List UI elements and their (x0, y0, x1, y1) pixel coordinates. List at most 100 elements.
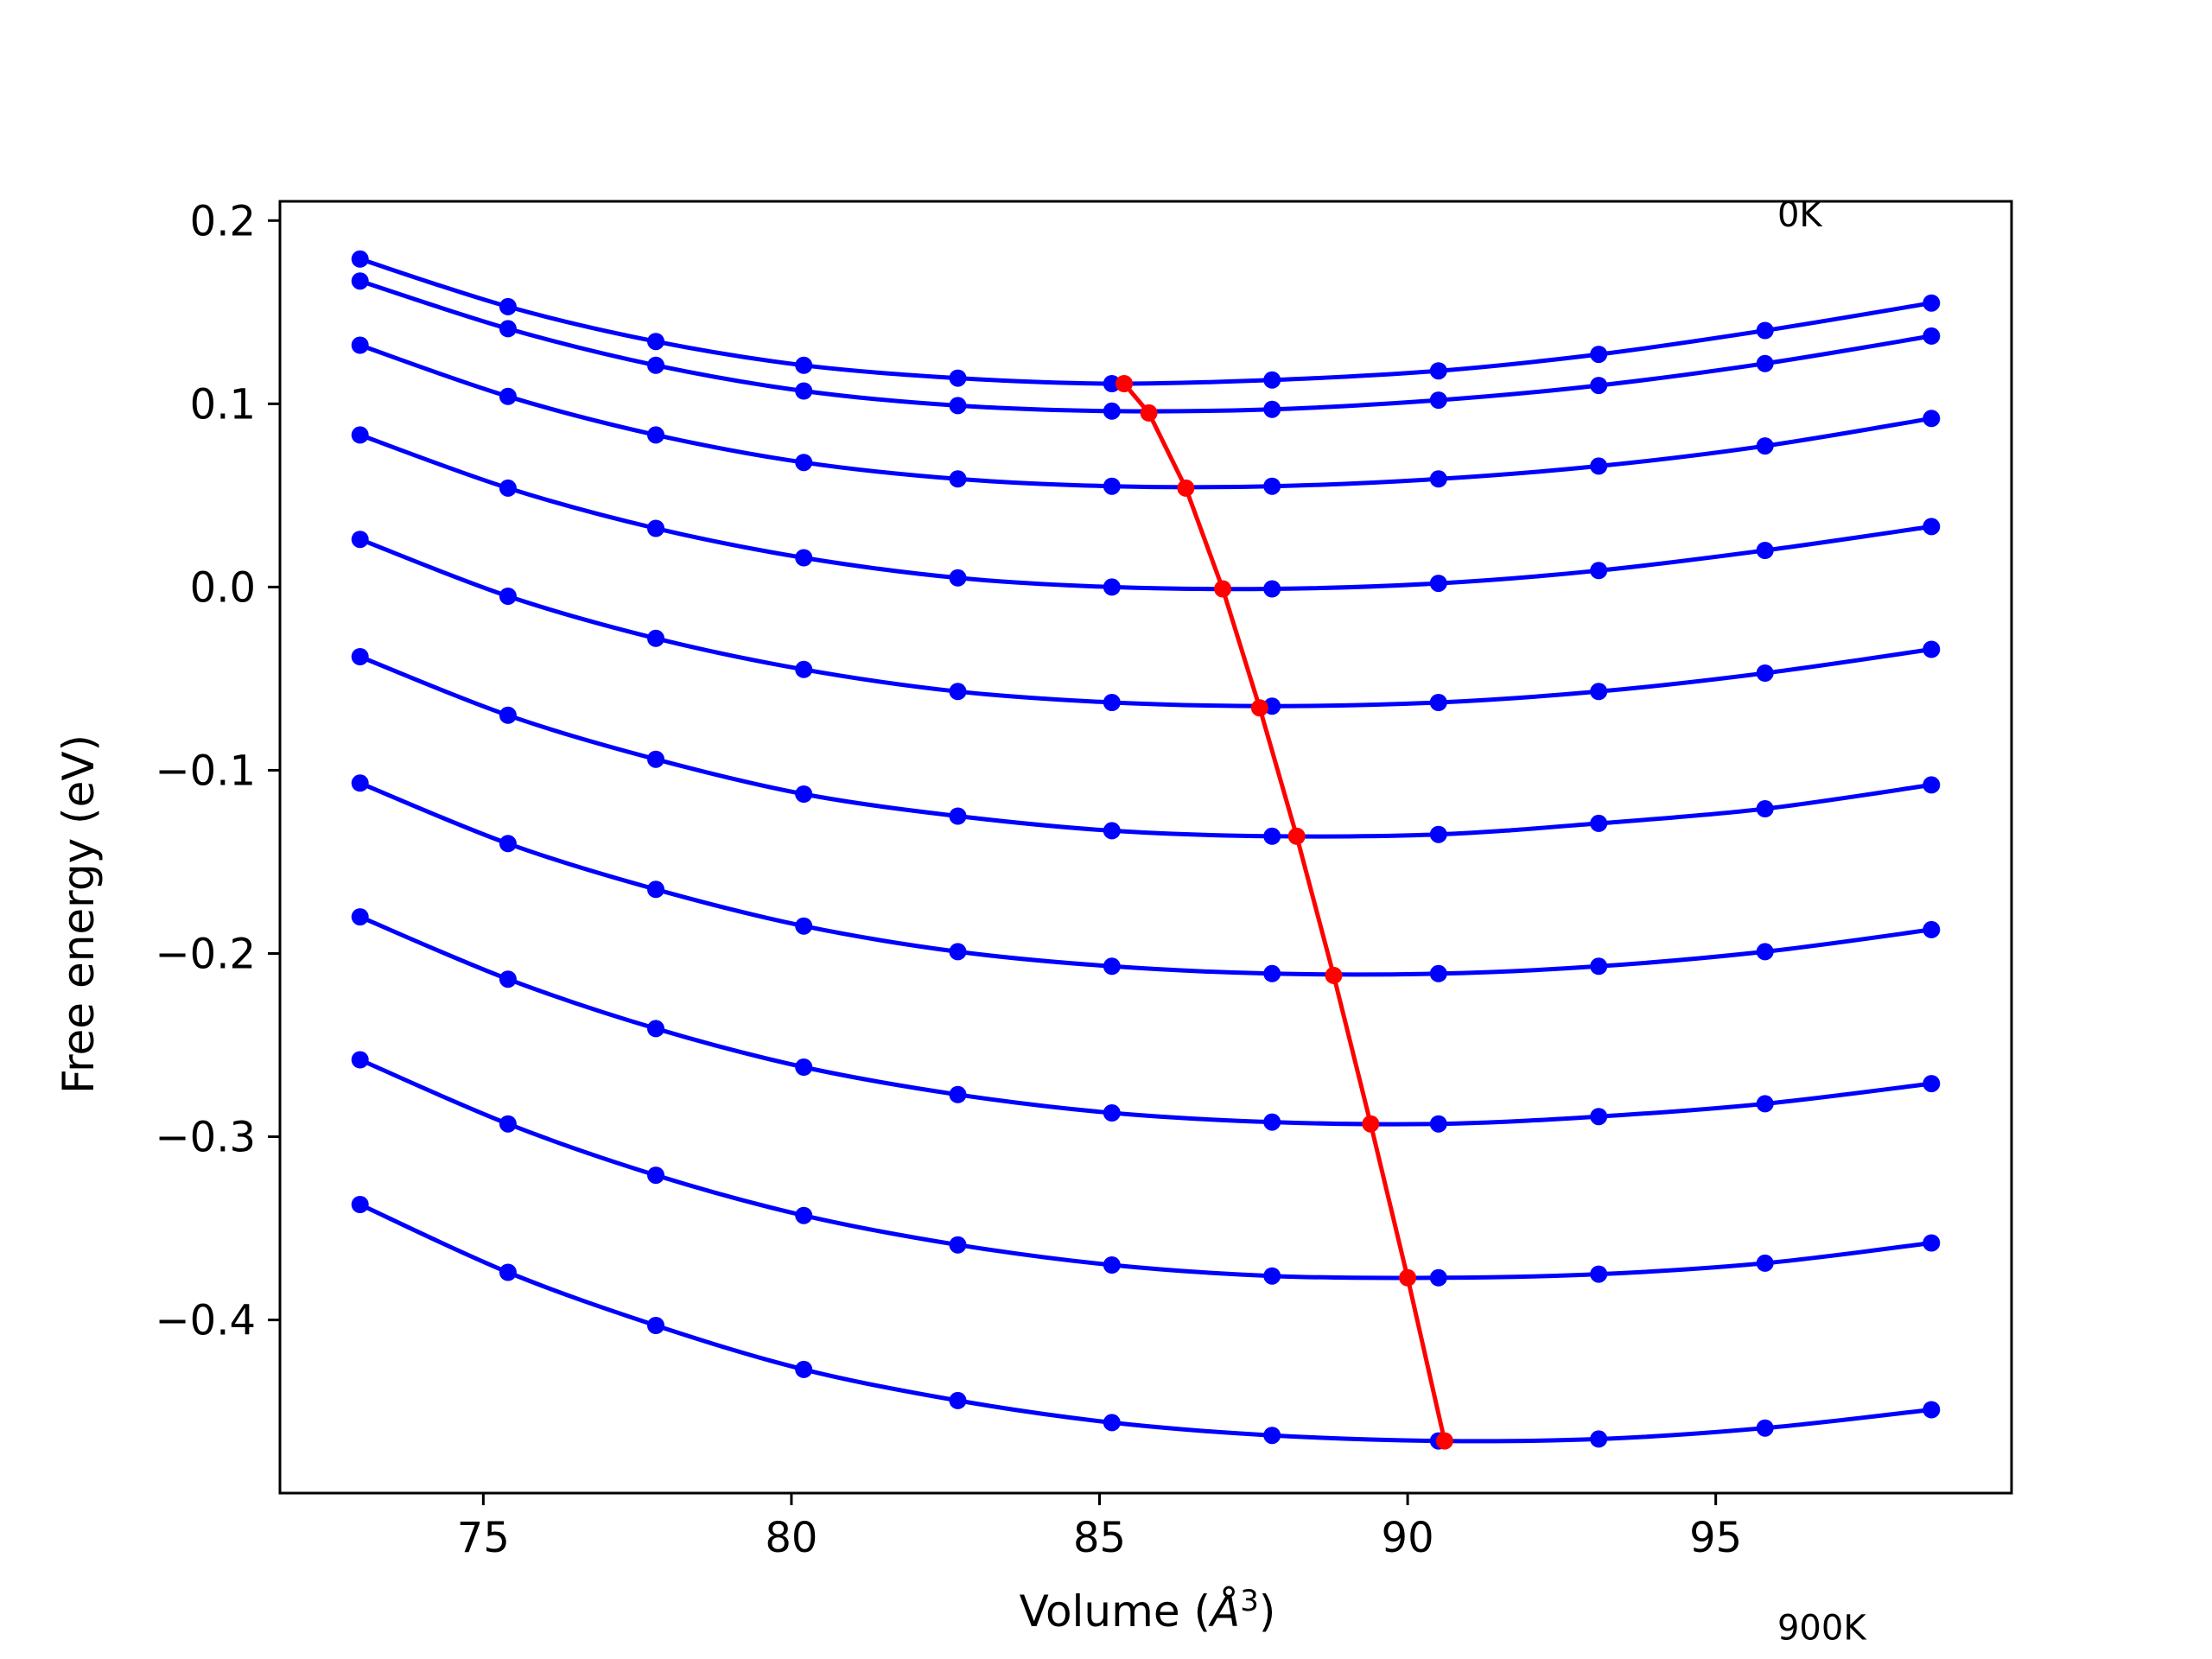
y-tick-label: 0.2 (190, 197, 256, 245)
data-point (1429, 470, 1447, 488)
data-point (1923, 1075, 1941, 1093)
data-point (949, 397, 967, 415)
data-point (1429, 694, 1447, 711)
data-point (647, 356, 664, 374)
data-point (795, 785, 813, 803)
data-point (647, 426, 664, 444)
data-point (1103, 1104, 1121, 1122)
data-point (351, 250, 369, 268)
data-point (499, 588, 517, 605)
data-point (1103, 694, 1121, 711)
data-point (1923, 776, 1941, 794)
data-point (795, 1058, 813, 1076)
data-point (1263, 1427, 1281, 1445)
data-point (1429, 391, 1447, 410)
y-tick-label: −0.4 (155, 1297, 256, 1345)
data-point (1429, 1268, 1447, 1287)
data-point (1263, 371, 1281, 389)
data-point (949, 470, 967, 488)
data-point (1756, 321, 1774, 340)
data-point (1756, 354, 1774, 372)
y-tick-label: −0.3 (155, 1114, 256, 1162)
data-point (1590, 683, 1608, 701)
x-tick-label: 85 (1073, 1514, 1126, 1562)
data-point (1103, 402, 1121, 420)
data-point (1103, 477, 1121, 495)
data-point (949, 683, 967, 701)
data-point (795, 356, 813, 374)
x-axis-label: Volume (Å3) (1020, 1584, 1276, 1637)
data-point (1923, 294, 1941, 312)
data-point (351, 1196, 369, 1213)
minimum-point (1177, 479, 1195, 497)
data-point (1923, 518, 1941, 536)
data-point (647, 880, 664, 899)
x-tick-label: 90 (1382, 1514, 1434, 1562)
series-7 (351, 774, 1941, 982)
data-point (1263, 477, 1281, 495)
data-point (499, 1263, 517, 1281)
data-point (1756, 1419, 1774, 1437)
minimum-point (1116, 375, 1133, 392)
data-point (1590, 457, 1608, 475)
y-axis-label: Free energy (eV) (54, 734, 104, 1094)
x-axis: 75 80 85 90 95 (457, 1493, 1742, 1562)
data-point (949, 807, 967, 825)
data-point (1429, 1115, 1447, 1133)
data-point (1429, 575, 1447, 593)
data-point (1590, 1108, 1608, 1126)
data-point (1923, 640, 1941, 658)
minimum-point (1214, 580, 1232, 598)
series-1 (351, 250, 1941, 392)
minimum-line (1122, 382, 1447, 1442)
data-point (1429, 825, 1447, 843)
minimum-point (1287, 827, 1306, 845)
data-point (1103, 1414, 1121, 1432)
data-point (499, 970, 517, 988)
minimum-point (1362, 1115, 1380, 1133)
data-point (1590, 346, 1608, 364)
data-point (949, 1236, 967, 1254)
data-point (499, 835, 517, 853)
data-point (499, 297, 517, 315)
x-tick-label: 80 (765, 1514, 817, 1562)
data-point (1103, 578, 1121, 596)
data-point (1756, 800, 1774, 817)
data-point (647, 1317, 664, 1334)
data-point (1590, 957, 1608, 976)
y-axis: 0.2 0.1 0.0 −0.1 −0.2 −0.3 −0.4 (155, 197, 280, 1345)
data-point (1429, 362, 1447, 380)
x-tick-label: 95 (1689, 1514, 1742, 1562)
data-point (647, 1166, 664, 1185)
data-point (647, 750, 664, 768)
y-tick-label: −0.1 (155, 747, 256, 795)
axes-frame (278, 200, 2013, 1495)
minimum-energy-line (1116, 375, 1453, 1450)
minimum-point (1250, 699, 1268, 717)
y-tick-label: 0.1 (190, 380, 256, 429)
data-point (499, 479, 517, 497)
data-point (795, 1360, 813, 1378)
data-point (1590, 377, 1608, 395)
data-point (351, 336, 369, 354)
data-point (795, 454, 813, 472)
series-5 (351, 531, 1941, 715)
data-point (1429, 964, 1447, 982)
data-point (1590, 1265, 1608, 1283)
data-point (1263, 827, 1281, 845)
data-point (1923, 410, 1941, 428)
annotations: 0K 900K (1777, 195, 1867, 1649)
data-point (647, 1020, 664, 1038)
data-point (351, 531, 369, 549)
data-point (647, 519, 664, 537)
data-point (1923, 1234, 1941, 1252)
data-point (1923, 1401, 1941, 1419)
data-point (499, 387, 517, 405)
x-tick-label: 75 (457, 1514, 510, 1562)
data-point (1103, 957, 1121, 976)
data-point (1590, 562, 1608, 580)
minimum-point (1399, 1268, 1417, 1287)
data-point (351, 272, 369, 290)
data-point (1756, 1254, 1774, 1272)
